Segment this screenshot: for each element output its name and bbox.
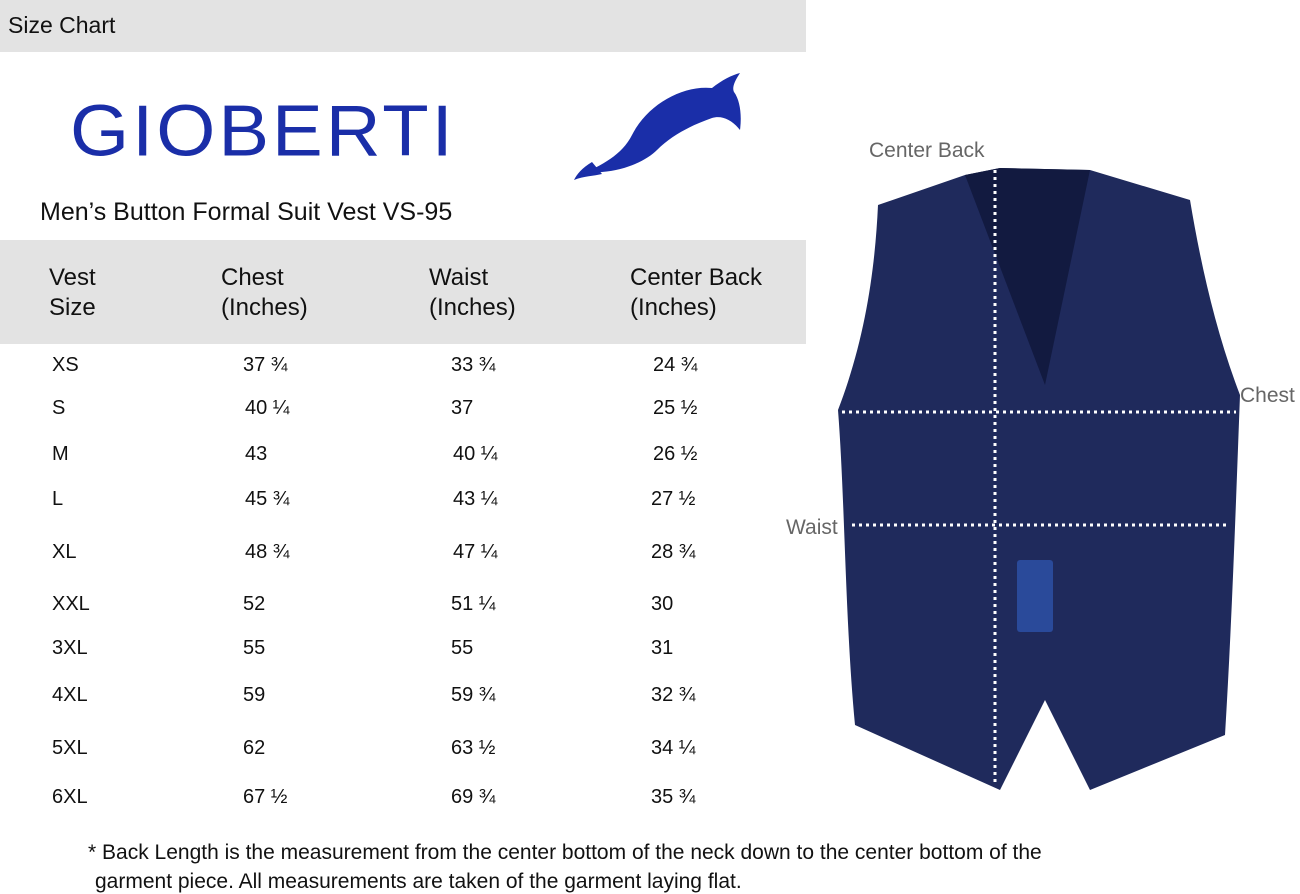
waist-cell: 33 ¾ bbox=[451, 354, 496, 376]
footnote: * Back Length is the measurement from th… bbox=[88, 841, 1042, 893]
waist-cell: 43 ¼ bbox=[453, 488, 498, 510]
header-title: Size Chart bbox=[8, 12, 116, 38]
chest-cell: 48 ¾ bbox=[245, 541, 290, 563]
center-back-cell: 25 ½ bbox=[653, 397, 698, 419]
chest-label: Chest bbox=[1240, 384, 1295, 407]
waist-cell: 40 ¼ bbox=[453, 443, 498, 465]
waist-cell: 55 bbox=[451, 637, 474, 659]
center-back-cell: 24 ¾ bbox=[653, 354, 698, 376]
size-chart-header: Size Chart bbox=[0, 0, 806, 52]
waist-cell: 63 ½ bbox=[451, 737, 496, 759]
waist-cell: 37 bbox=[451, 397, 474, 419]
center-back-cell: 31 bbox=[651, 637, 674, 659]
chest-cell: 67 ½ bbox=[243, 786, 288, 808]
chest-cell: 40 ¼ bbox=[245, 397, 290, 419]
size-cell: 6XL bbox=[52, 786, 88, 808]
waist-label: Waist bbox=[786, 516, 838, 539]
chest-cell: 45 ¾ bbox=[245, 488, 290, 510]
center-back-cell: 28 ¾ bbox=[651, 541, 696, 563]
size-cell: S bbox=[52, 397, 66, 419]
hang-tag-icon bbox=[1017, 560, 1053, 632]
chest-cell: 52 bbox=[243, 593, 266, 615]
size-cell: XS bbox=[52, 354, 79, 376]
size-cell: 4XL bbox=[52, 684, 88, 706]
chest-cell: 37 ¾ bbox=[243, 354, 288, 376]
dolphin-icon bbox=[574, 73, 741, 180]
center-back-cell: 35 ¾ bbox=[651, 786, 696, 808]
center-back-cell: 27 ½ bbox=[651, 488, 696, 510]
size-cell: XXL bbox=[52, 593, 90, 615]
header-waist: Waist (Inches) bbox=[429, 264, 516, 321]
size-cell: XL bbox=[52, 541, 77, 563]
chest-cell: 62 bbox=[243, 737, 266, 759]
size-cell: L bbox=[52, 488, 64, 510]
center-back-cell: 30 bbox=[651, 593, 674, 615]
center-back-label: Center Back bbox=[869, 139, 985, 162]
size-cell: 5XL bbox=[52, 737, 88, 759]
chest-cell: 55 bbox=[243, 637, 266, 659]
header-chest: Chest (Inches) bbox=[221, 264, 308, 321]
chest-cell: 43 bbox=[245, 443, 268, 465]
product-title: Men’s Button Formal Suit Vest VS-95 bbox=[40, 198, 453, 226]
header-vest-size: Vest Size bbox=[49, 264, 96, 321]
waist-cell: 59 ¾ bbox=[451, 684, 496, 706]
waist-cell: 47 ¼ bbox=[453, 541, 498, 563]
waist-cell: 51 ¼ bbox=[451, 593, 496, 615]
center-back-cell: 26 ½ bbox=[653, 443, 698, 465]
size-cell: M bbox=[52, 443, 69, 465]
chest-cell: 59 bbox=[243, 684, 266, 706]
table-header: Vest Size Chest (Inches) Waist (Inches) Cen… bbox=[0, 240, 806, 344]
vest-collar-shadow bbox=[965, 168, 1090, 385]
center-back-cell: 34 ¼ bbox=[651, 737, 696, 759]
size-cell: 3XL bbox=[52, 637, 88, 659]
header-center-back: Center Back (Inches) bbox=[630, 264, 763, 321]
waist-cell: 69 ¾ bbox=[451, 786, 496, 808]
brand-logo-text: GIOBERTI bbox=[70, 91, 456, 172]
center-back-cell: 32 ¾ bbox=[651, 684, 696, 706]
vest-image bbox=[838, 168, 1240, 790]
